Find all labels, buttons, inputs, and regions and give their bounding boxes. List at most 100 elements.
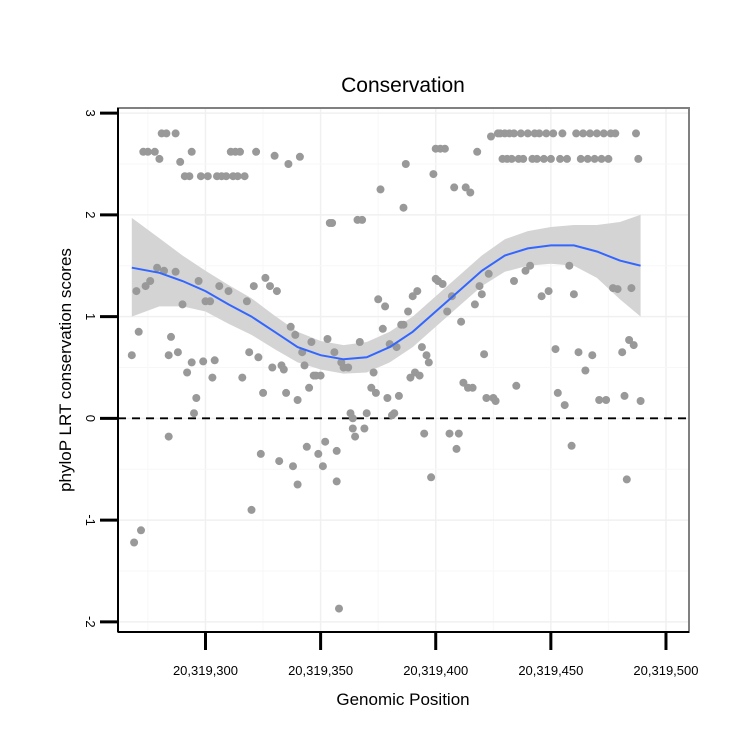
x-ticks: 20,319,300 20,319,350 20,319,400 20,319,450… (173, 632, 699, 678)
data-points (127, 129, 645, 613)
data-point (323, 335, 332, 343)
data-point (590, 154, 599, 163)
y-tick-label: 2 (83, 211, 98, 218)
data-point (183, 368, 192, 377)
data-point (440, 144, 449, 153)
data-point (401, 160, 410, 168)
data-point (196, 172, 205, 181)
data-point (438, 280, 447, 288)
data-point (141, 282, 150, 291)
data-point (155, 154, 164, 163)
data-point (461, 183, 470, 192)
y-axis-label: phyloP LRT conservation scores (56, 248, 75, 492)
data-point (240, 172, 249, 181)
data-point (634, 154, 643, 163)
data-point (210, 356, 219, 365)
data-point (164, 432, 173, 441)
data-point (351, 432, 360, 441)
data-point (399, 320, 408, 329)
data-point (482, 394, 491, 402)
data-point (332, 446, 341, 455)
data-point (176, 157, 185, 166)
data-point (289, 462, 297, 471)
data-point (266, 282, 274, 291)
data-point (367, 383, 376, 392)
data-point (572, 129, 581, 138)
data-point (415, 371, 424, 380)
data-point (330, 348, 339, 357)
data-point (569, 290, 578, 299)
data-point (551, 345, 560, 354)
data-point (523, 129, 532, 138)
data-point (595, 396, 604, 404)
chart-title: Conservation (341, 74, 465, 97)
data-point (542, 129, 551, 138)
data-point (563, 154, 571, 163)
data-point (332, 477, 341, 486)
data-point (376, 185, 385, 194)
data-point (252, 147, 261, 156)
data-point (143, 147, 152, 156)
data-point (466, 188, 475, 197)
data-point (348, 414, 357, 423)
data-point (146, 277, 155, 285)
data-point (344, 363, 353, 372)
data-point (602, 396, 611, 404)
data-point (413, 287, 422, 296)
data-point (236, 147, 244, 156)
data-point (510, 129, 518, 138)
plot-area (117, 107, 690, 633)
data-point (328, 219, 337, 227)
data-point (533, 154, 541, 163)
data-point (611, 129, 620, 138)
data-point (452, 444, 461, 453)
data-point (592, 129, 601, 138)
data-point (560, 401, 569, 410)
data-point (404, 307, 413, 316)
confidence-ribbon (131, 214, 641, 374)
data-point (424, 358, 433, 367)
data-point (574, 348, 583, 357)
x-axis: 20,319,300 20,319,350 20,319,400 20,319,450… (118, 631, 699, 678)
data-point (358, 215, 367, 224)
data-point (162, 129, 171, 138)
data-point (374, 295, 383, 304)
data-point (348, 424, 357, 433)
data-point (480, 350, 489, 359)
data-point (295, 152, 304, 161)
x-tick-label: 20,319,400 (403, 663, 468, 678)
data-point (167, 332, 175, 341)
data-point (491, 397, 500, 405)
data-point (512, 381, 521, 390)
data-point (521, 266, 530, 275)
data-point (185, 172, 194, 181)
data-point (519, 154, 528, 163)
data-point (300, 361, 309, 370)
data-point (284, 160, 293, 168)
data-point (173, 348, 182, 357)
data-point (335, 604, 343, 613)
data-point (450, 183, 459, 192)
data-point (399, 203, 408, 212)
data-point (233, 172, 242, 181)
data-point (579, 129, 588, 138)
data-point (487, 132, 495, 141)
data-point (567, 441, 576, 450)
data-point (613, 285, 622, 294)
data-point (526, 261, 535, 270)
data-point (625, 336, 634, 344)
data-point (132, 287, 141, 296)
data-point (238, 373, 247, 382)
data-point (586, 129, 594, 138)
data-point (383, 394, 392, 402)
data-point (215, 282, 224, 291)
data-point (164, 351, 173, 360)
data-point (282, 388, 291, 397)
y-tick-label: -2 (83, 616, 98, 628)
y-tick-label: 3 (83, 109, 98, 116)
data-point (187, 147, 196, 156)
data-point (445, 429, 454, 438)
data-point (627, 284, 636, 293)
data-point (581, 366, 590, 375)
data-point (192, 394, 201, 402)
